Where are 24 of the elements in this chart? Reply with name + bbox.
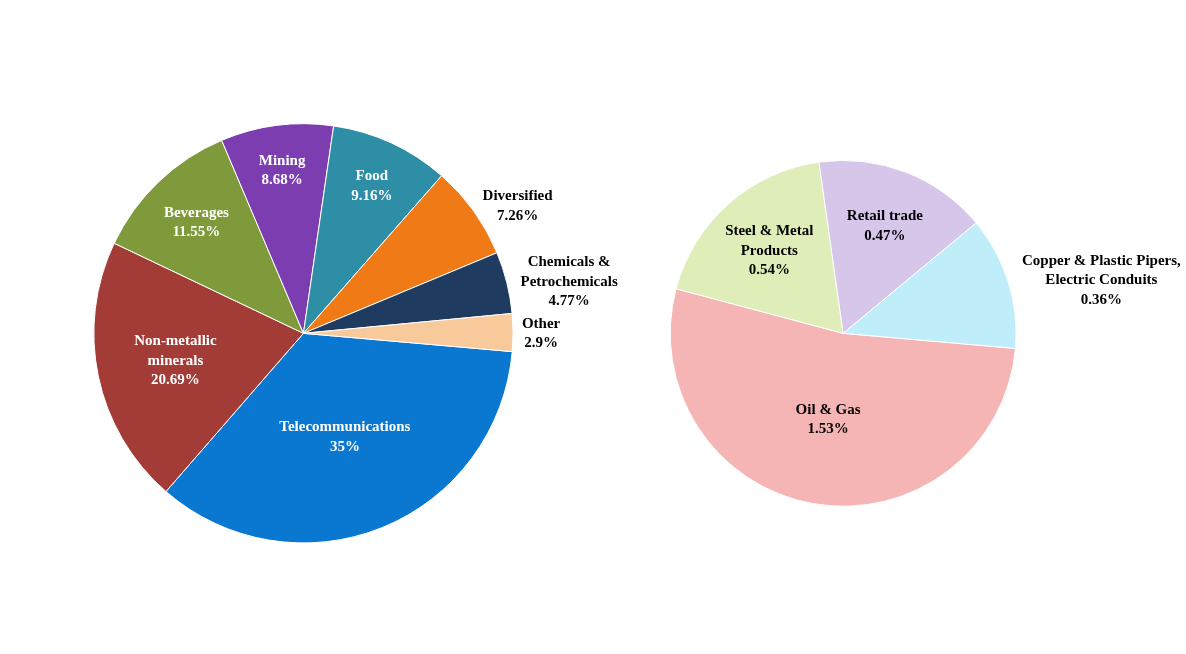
slice-label: Retail trade bbox=[846, 207, 924, 224]
slice-label: Steel & Metal Products bbox=[725, 222, 814, 258]
data-label: 8.68% bbox=[261, 171, 303, 188]
data-label: 4.77% bbox=[548, 292, 590, 309]
data-label: 9.16% bbox=[351, 186, 393, 203]
slice-label: Oil & Gas bbox=[795, 400, 861, 417]
slice-label: Chemicals & Petrochemicals bbox=[520, 253, 618, 289]
data-label: 2.9% bbox=[524, 334, 558, 351]
data-label: 0.47% bbox=[864, 226, 906, 243]
slice-label: Copper & Plastic Pipers, Electric Conduits bbox=[1021, 251, 1182, 288]
slice-label: Food bbox=[355, 167, 389, 184]
data-label: 0.36% bbox=[1080, 290, 1123, 307]
slice-label: Non-metallic minerals bbox=[134, 332, 218, 368]
slice-label: Beverages bbox=[163, 203, 230, 220]
data-label: 7.26% bbox=[496, 206, 539, 223]
slice-label: Mining bbox=[258, 151, 306, 168]
slice-label: Other bbox=[521, 314, 561, 331]
slice-label: Diversified bbox=[482, 187, 554, 204]
slice-label: Telecommunications bbox=[279, 418, 411, 435]
data-label: 20.69% bbox=[151, 371, 200, 388]
data-label: 11.55% bbox=[172, 223, 221, 240]
data-label: 35% bbox=[329, 437, 360, 454]
data-label: 0.54% bbox=[748, 261, 790, 278]
data-label: 1.53% bbox=[807, 420, 849, 437]
